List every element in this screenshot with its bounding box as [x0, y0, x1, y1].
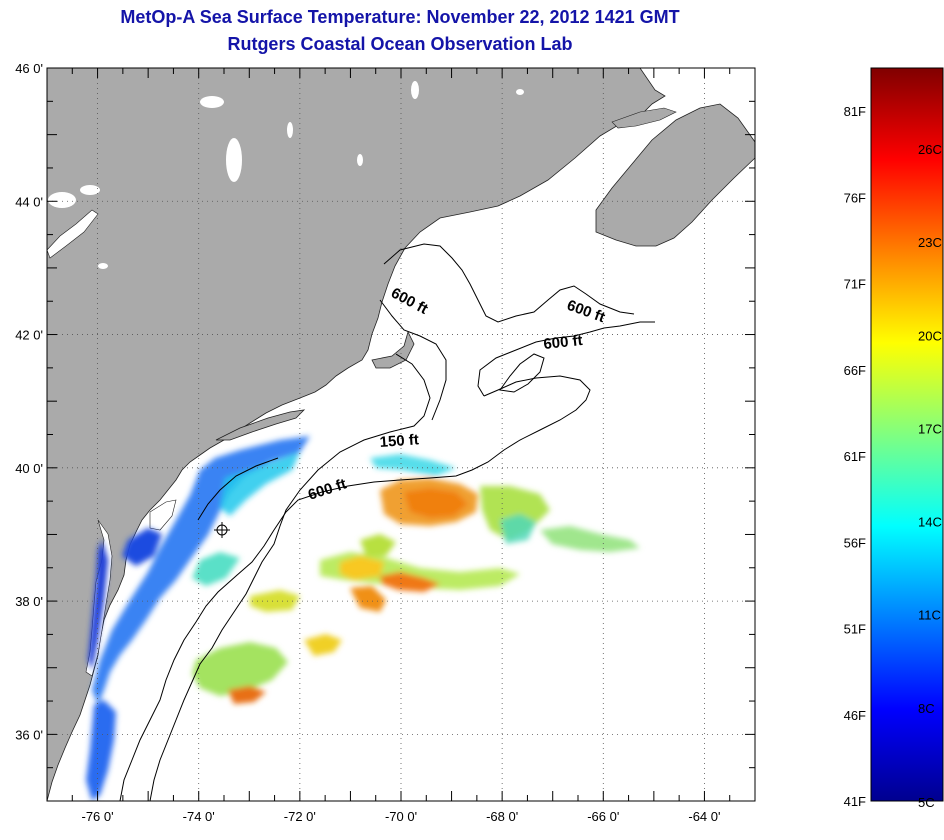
gridlines [47, 68, 755, 801]
colorbar-c-label: 17C [918, 421, 942, 436]
colorbar-f-label: 56F [844, 535, 866, 550]
sst-patch [370, 454, 456, 476]
inland-lakes [48, 81, 524, 269]
colorbar-c-label: 23C [918, 235, 942, 250]
colorbar-c-label: 20C [918, 328, 942, 343]
sst-patch [192, 552, 240, 586]
colorbar-f-label: 76F [844, 190, 866, 205]
station-marker [214, 522, 230, 538]
colorbar-f-label: 71F [844, 277, 866, 292]
sst-patch [304, 634, 342, 656]
land-pei [611, 107, 677, 129]
lake-ontario [47, 209, 99, 259]
x-tick-label: -64 0' [688, 809, 720, 824]
x-tick-label: -68 0' [486, 809, 518, 824]
contour-gulf-interior [379, 299, 447, 421]
contour-600ft-gulf-of-maine [383, 243, 635, 323]
axis-ticks [46, 67, 756, 802]
sst-patch [404, 488, 468, 518]
y-tick-label: 44 0' [15, 194, 43, 209]
sst-patch [360, 534, 396, 556]
sst-patch [228, 686, 266, 704]
colorbar [870, 67, 944, 802]
colorbar-f-label: 51F [844, 622, 866, 637]
y-tick-label: 36 0' [15, 727, 43, 742]
contour-600ft-georges [477, 321, 655, 397]
colorbar-f-label: 81F [844, 104, 866, 119]
sst-patch [250, 590, 300, 612]
x-tick-label: -74 0' [183, 809, 215, 824]
sst-patch [192, 642, 288, 696]
sst-patch [380, 572, 440, 592]
contour-georges-shoal [499, 353, 545, 393]
colorbar-f-label: 66F [844, 363, 866, 378]
colorbar-c-label: 14C [918, 515, 942, 530]
sst-patch [122, 528, 162, 566]
colorbar-f-label: 41F [844, 794, 866, 809]
x-tick-label: -76 0' [82, 809, 114, 824]
chart-title: MetOp-A Sea Surface Temperature: Novembe… [120, 7, 680, 27]
sst-patch [88, 540, 108, 670]
colorbar-f-label: 46F [844, 708, 866, 723]
bathymetry-contours [119, 243, 655, 801]
sst-patch [92, 436, 310, 705]
colorbar-c-label: 26C [918, 142, 942, 157]
y-tick-label: 46 0' [15, 61, 43, 76]
contour-inner-coastal [197, 457, 279, 521]
colorbar-labels: 81F 76F 71F 66F 61F 56F 51F 46F 41F 26C 23C 20C 17C 1… [844, 104, 942, 810]
y-tick-label: 38 0' [15, 594, 43, 609]
colorbar-c-label: 5C [918, 795, 935, 810]
delaware-bay [149, 499, 177, 531]
y-tick-label: 40 0' [15, 461, 43, 476]
colorbar-c-label: 11C [918, 608, 941, 623]
y-tick-label: 42 0' [15, 328, 43, 343]
colorbar-f-label: 61F [844, 449, 866, 464]
sst-patch [500, 514, 536, 544]
axis-labels: -76 0' -74 0' -72 0' -70 0' -68 0' -66 0' -64 … [15, 61, 720, 824]
sst-patch [540, 526, 640, 552]
land-nova-scotia [595, 103, 755, 247]
chart-subtitle: Rutgers Coastal Ocean Observation Lab [227, 34, 573, 54]
sst-patch [86, 700, 116, 801]
colorbar-c-label: 8C [918, 701, 935, 716]
x-tick-label: -70 0' [385, 809, 417, 824]
x-tick-label: -66 0' [587, 809, 619, 824]
contour-600ft-shelf [119, 375, 591, 801]
x-tick-label: -72 0' [284, 809, 316, 824]
sst-patch [340, 556, 384, 580]
contour-label: 150 ft [379, 431, 419, 451]
sst-patch [220, 452, 300, 516]
contour-150ft [149, 353, 431, 801]
sst-patches [86, 436, 640, 801]
contour-label: 600 ft [543, 332, 584, 353]
sst-patch [350, 586, 386, 612]
